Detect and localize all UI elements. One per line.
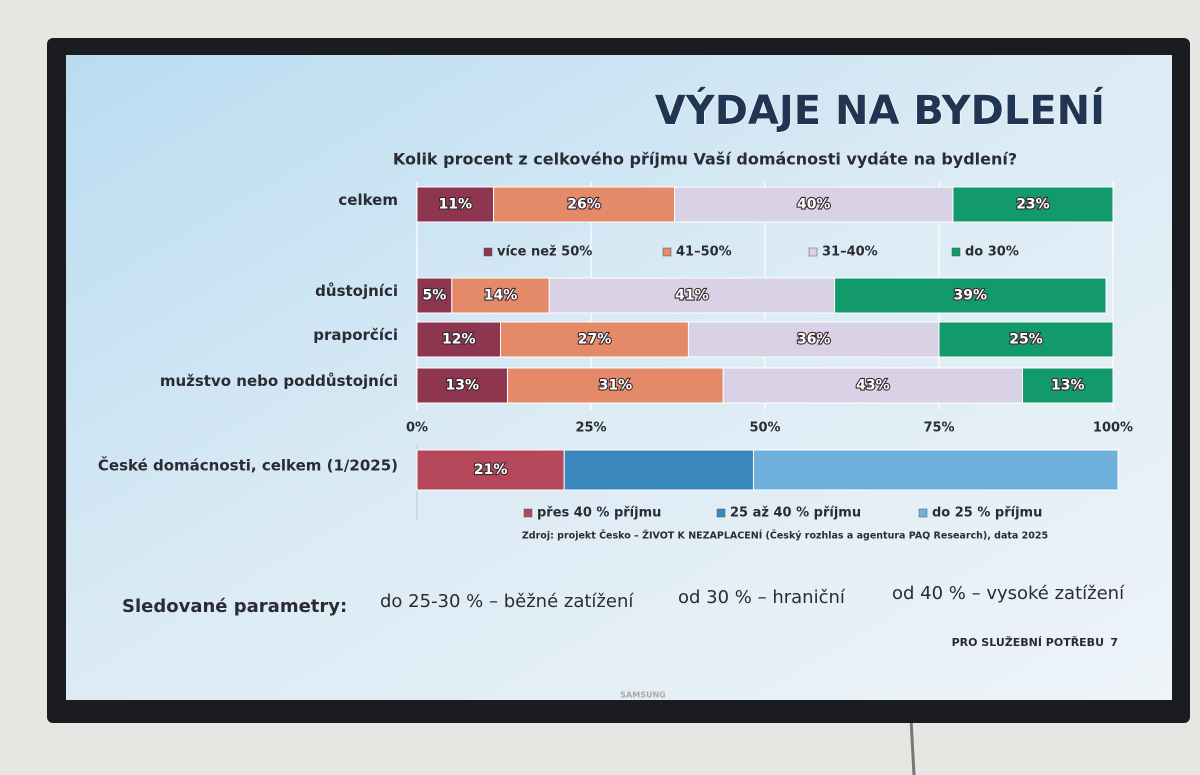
brand: SAMSUNG — [620, 691, 665, 700]
value-label: 36% — [797, 332, 831, 348]
x-tick-label: 0% — [406, 421, 428, 436]
bar-segment — [416, 321, 502, 358]
legend-label: přes 40 % příjmu — [537, 506, 661, 521]
value-label: 40% — [797, 197, 831, 213]
legend-marker — [716, 508, 726, 518]
value-label: 23% — [1016, 197, 1050, 213]
value-label: 39% — [954, 288, 988, 304]
legend-label: do 30% — [965, 245, 1019, 260]
bar-segment — [938, 321, 1114, 358]
legend-label: 31–40% — [822, 245, 878, 260]
legend-marker — [523, 508, 533, 518]
bar-segment — [506, 367, 724, 404]
bar-segment — [563, 449, 754, 491]
x-tick-label: 25% — [575, 421, 606, 436]
legend-marker — [918, 508, 928, 518]
legend-marker — [483, 247, 493, 257]
page-number: 7 — [1110, 636, 1118, 649]
legend-label: 41–50% — [676, 245, 732, 260]
bar-segment — [687, 321, 940, 358]
parameter: od 30 % – hraniční — [678, 587, 846, 608]
value-label: 41% — [675, 288, 709, 304]
category-label: České domácnosti, celkem (1/2025) — [98, 456, 398, 475]
bar-segment — [752, 449, 1119, 491]
slide-title: VÝDAJE NA BYDLENÍ — [655, 85, 1105, 134]
bar-segment — [1022, 367, 1114, 404]
value-label: 5% — [423, 288, 447, 304]
parameter: do 25-30 % – běžné zatížení — [380, 591, 634, 612]
bar-segment — [416, 367, 508, 404]
legend-label: do 25 % příjmu — [932, 506, 1042, 521]
value-label: 25% — [1009, 332, 1043, 348]
category-label: celkem — [338, 191, 398, 209]
bar-segment — [722, 367, 1024, 404]
legend-label: více než 50% — [497, 245, 592, 260]
bar-segment — [416, 277, 453, 314]
source: Zdroj: projekt Česko – ŽIVOT K NEZAPLACE… — [522, 530, 1048, 542]
value-label: 27% — [578, 332, 612, 348]
legend-marker — [662, 247, 672, 257]
parameters-label: Sledované parametry: — [122, 596, 347, 617]
bar-segment — [952, 186, 1114, 223]
legend-label: 25 až 40 % příjmu — [730, 506, 861, 521]
bar-segment — [548, 277, 836, 314]
x-tick-label: 75% — [923, 421, 954, 436]
legend-marker — [808, 247, 818, 257]
value-label: 13% — [1051, 378, 1085, 394]
bar-segment — [674, 186, 954, 223]
value-label: 26% — [567, 197, 601, 213]
value-label: 14% — [484, 288, 518, 304]
legend-marker — [951, 247, 961, 257]
x-tick-label: 50% — [749, 421, 780, 436]
category-label: mužstvo nebo poddůstojníci — [160, 372, 398, 390]
value-label: 31% — [599, 378, 633, 394]
value-label: 11% — [439, 197, 473, 213]
parameter: od 40 % – vysoké zatížení — [892, 583, 1125, 604]
value-label: 12% — [442, 332, 476, 348]
value-label: 43% — [856, 378, 890, 394]
subtitle: Kolik procent z celkového příjmu Vaší do… — [393, 150, 1017, 169]
x-tick-label: 100% — [1093, 421, 1133, 436]
footer: PRO SLUŽEBNÍ POTŘEBU — [952, 636, 1104, 649]
value-label: 13% — [445, 378, 479, 394]
bar-segment — [834, 277, 1107, 314]
category-label: praporčíci — [313, 326, 398, 344]
value-label: 21% — [474, 462, 508, 478]
bar-segment — [416, 186, 495, 223]
category-label: důstojníci — [315, 282, 398, 300]
